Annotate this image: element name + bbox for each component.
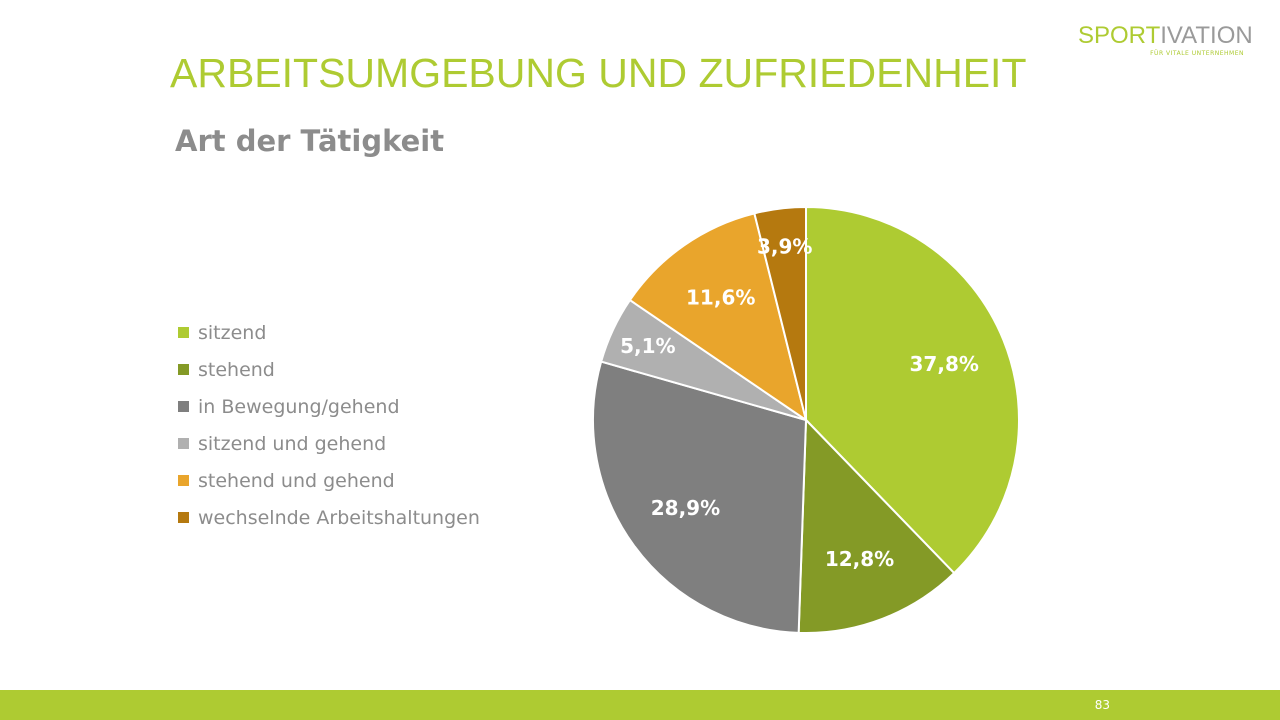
pie-slice-0 [805,205,1020,575]
legend-label: sitzend und gehend [198,432,387,455]
data-label: 5,1% [620,334,675,358]
legend-swatch [178,438,189,449]
data-label: 12,8% [825,547,894,571]
legend-item: sitzend und gehend [178,425,480,462]
legend-item: wechselnde Arbeitshaltungen [178,499,480,536]
pie-slice-5 [753,205,807,421]
data-label: 11,6% [686,286,755,310]
legend-label: in Bewegung/gehend [198,395,400,418]
legend-label: stehend [198,358,275,381]
slide-title: ARBEITSUMGEBUNG UND ZUFRIEDENHEIT [170,50,1027,96]
legend-swatch [178,512,189,523]
legend-swatch [178,364,189,375]
legend-item: in Bewegung/gehend [178,388,480,425]
legend-swatch [178,475,189,486]
pie-slice-2 [592,360,808,634]
chart-title: Art der Tätigkeit [175,124,445,158]
data-label: 37,8% [910,352,979,376]
footer-bar: 83 [0,690,1280,720]
data-label: 28,9% [651,496,720,520]
legend-label: sitzend [198,321,267,344]
sportivation-logo: SPORTIVATION FÜR VITALE UNTERNEHMEN [1078,22,1253,57]
page-number: 83 [1094,698,1110,712]
legend-label: stehend und gehend [198,469,395,492]
legend-item: sitzend [178,314,480,351]
pie-slice-4 [628,212,808,423]
legend-swatch [178,401,189,412]
legend-item: stehend [178,351,480,388]
pie-slice-1 [797,417,956,634]
legend-label: wechselnde Arbeitshaltungen [198,506,480,529]
chart-legend: sitzend stehend in Bewegung/gehend sitzend … [178,314,480,536]
legend-item: stehend und gehend [178,462,480,499]
legend-swatch [178,327,189,338]
data-label: 3,9% [757,235,812,259]
